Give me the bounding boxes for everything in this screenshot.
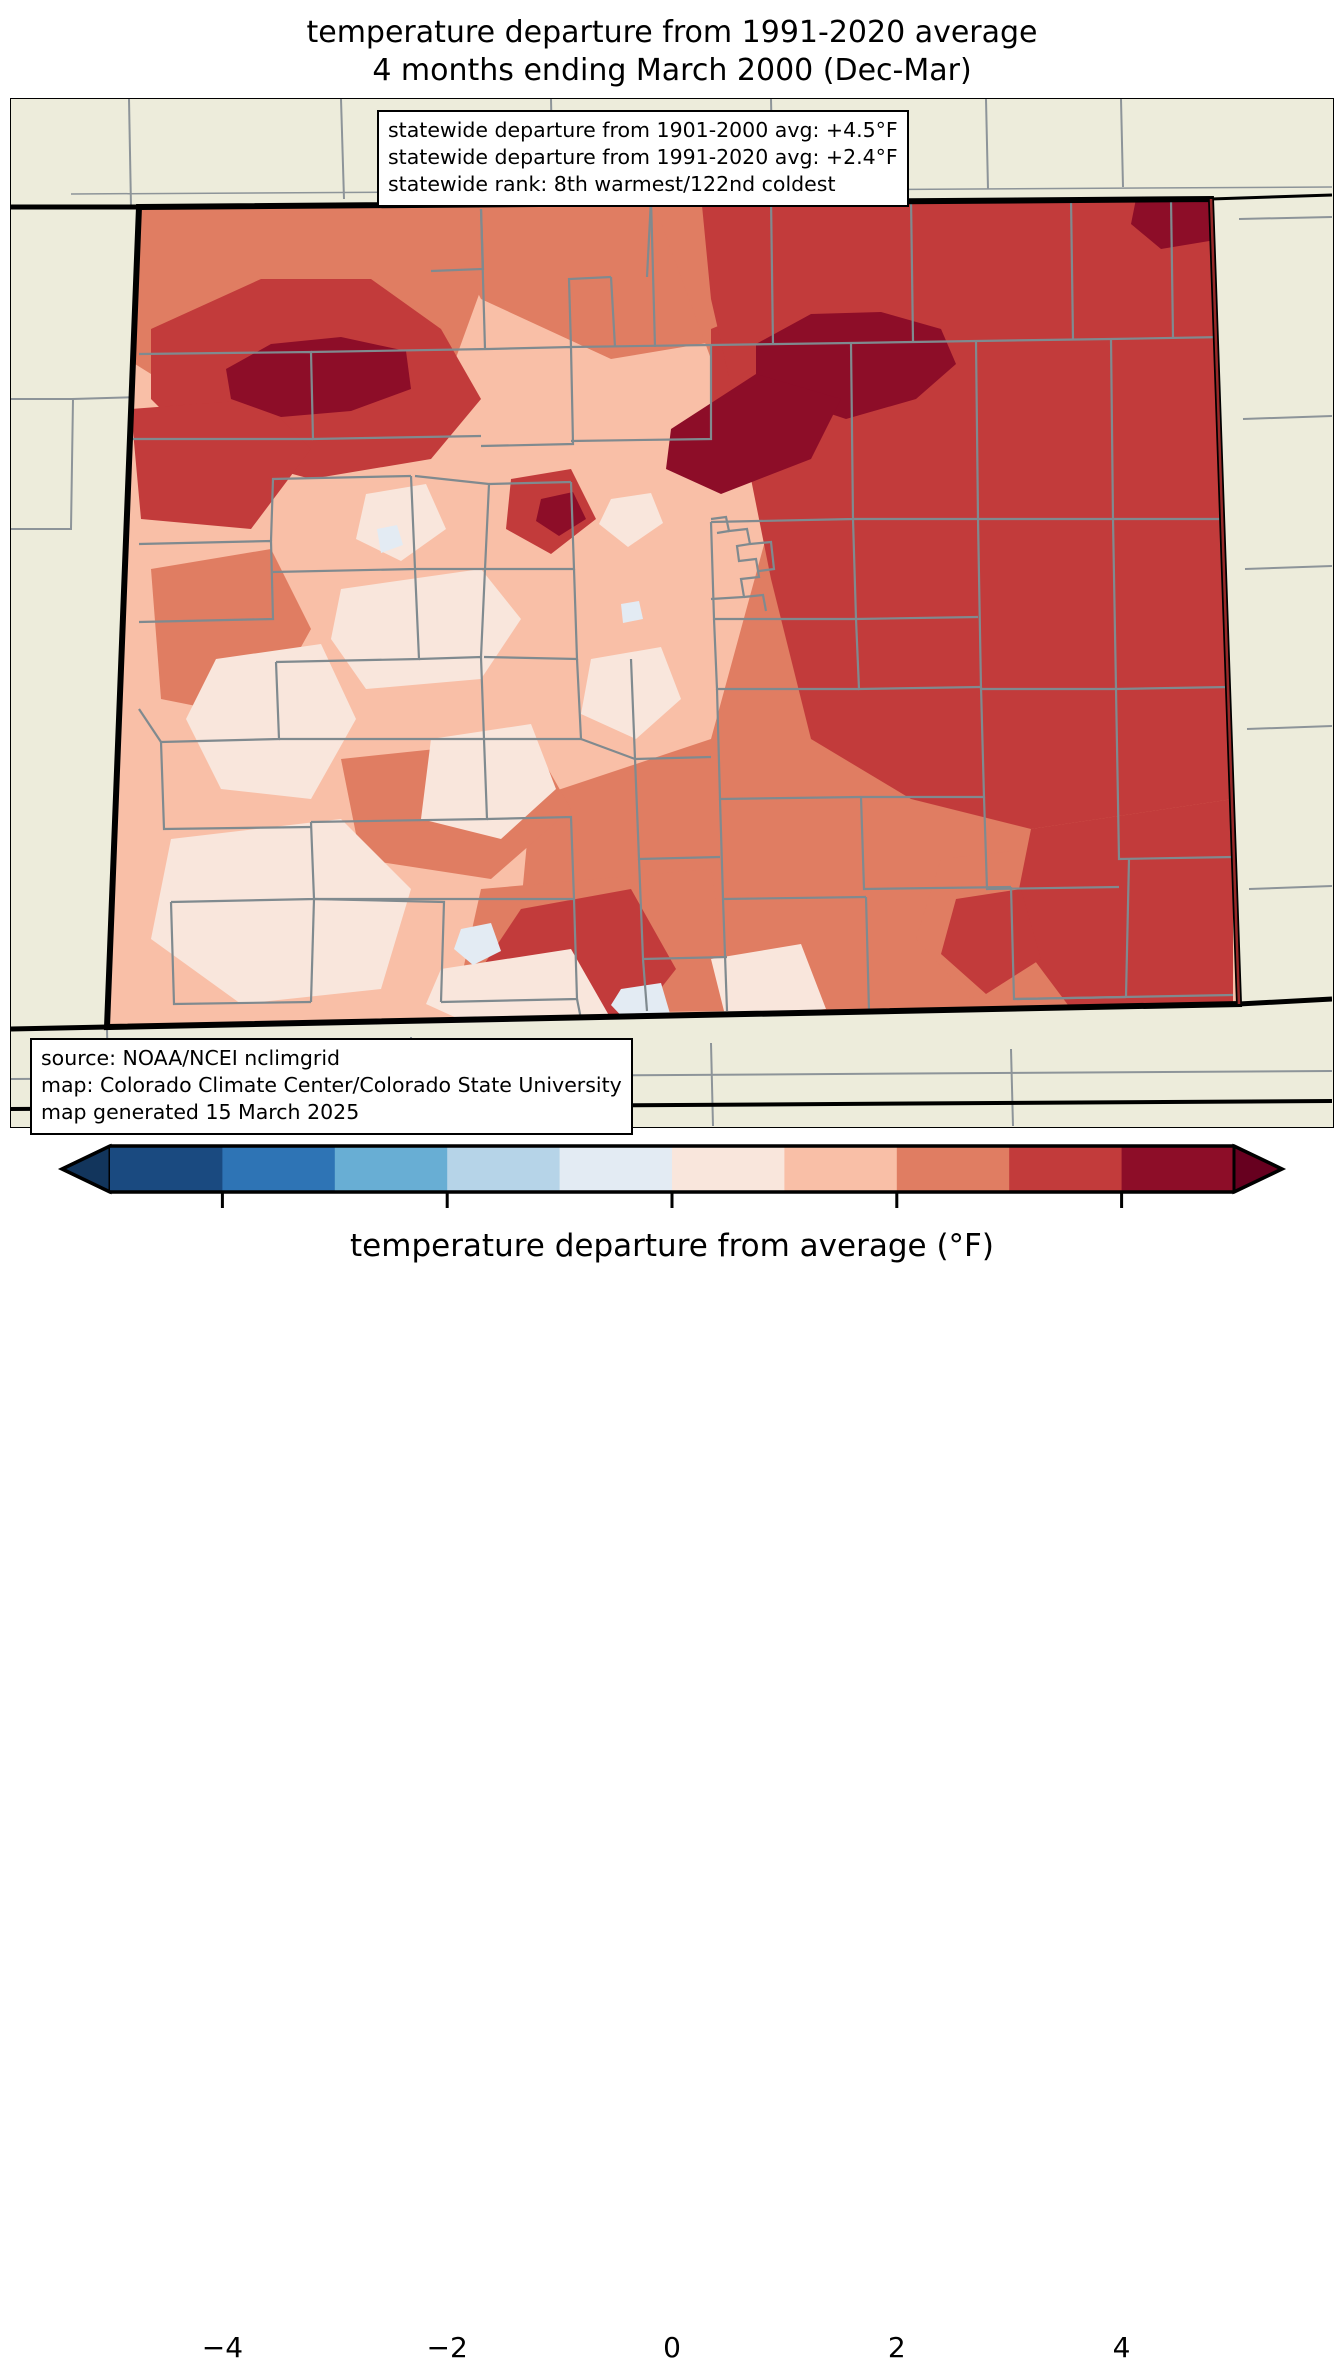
- colorbar-band: [1121, 1146, 1235, 1192]
- colorbar-band: [334, 1146, 448, 1192]
- colorbar-band: [784, 1146, 898, 1192]
- page-title: temperature departure from 1991-2020 ave…: [306, 15, 1038, 88]
- colorbar-band: [896, 1146, 1010, 1192]
- colorbar-tick-label: 2: [887, 2331, 906, 2364]
- colorbar-band: [672, 1146, 785, 1192]
- map-panel: [10, 98, 1334, 1128]
- colorbar-tick-label: −4: [201, 2331, 244, 2364]
- colorbar-outline: [57, 1144, 1287, 1194]
- colorbar-ticks: [220, 1192, 1124, 1208]
- temperature-contour-fills: [107, 199, 1239, 1027]
- colorbar-tick-label: 4: [1112, 2331, 1131, 2364]
- statewide-stats-box: statewide departure from 1901-2000 avg: …: [377, 110, 909, 207]
- colorbar-bands: [57, 1143, 1287, 1195]
- colorbar-band: [447, 1146, 561, 1192]
- colorbar-band: [559, 1146, 673, 1192]
- source-credit-box: source: NOAA/NCEI nclimgrid map: Colorad…: [30, 1038, 633, 1135]
- colorbar-tick-label: 0: [663, 2331, 681, 2364]
- colorbar-panel: −4 −2 0 2 4: [0, 1134, 1344, 2364]
- colorbar-band: [110, 1146, 223, 1192]
- county-boundaries: [107, 199, 1234, 1021]
- colorbar-over-arrow: [1232, 1143, 1286, 1195]
- colorbar-tick-label: −2: [426, 2331, 468, 2364]
- colorbar-axis-label: temperature departure from average (°F): [350, 1228, 994, 1264]
- colorbar-band: [1009, 1146, 1123, 1192]
- colorado-temperature-departure-map: [11, 99, 1332, 1126]
- colorbar-under-arrow: [58, 1143, 112, 1195]
- colorbar-band: [222, 1146, 336, 1192]
- colorbar[interactable]: [0, 1134, 1344, 1244]
